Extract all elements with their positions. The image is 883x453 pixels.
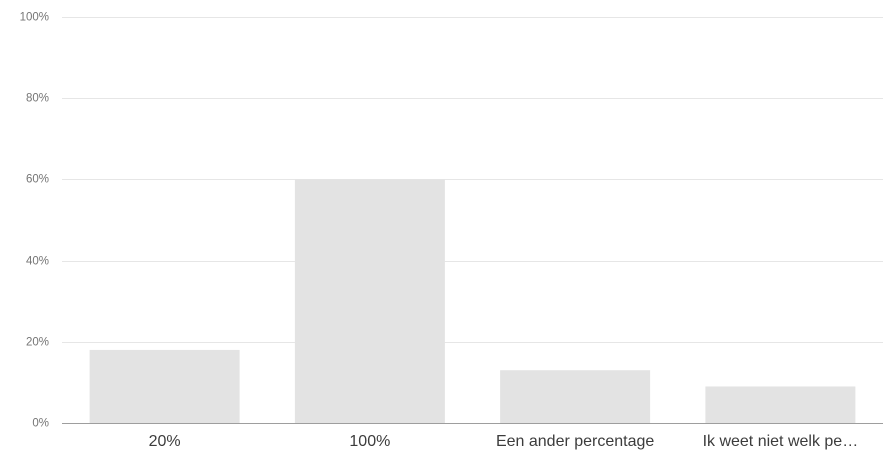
bar[interactable] [500,370,651,423]
y-tick-label: 100% [20,12,49,24]
x-tick-label: 100% [349,433,390,450]
y-tick-label: 40% [26,256,49,268]
y-tick-label: 60% [26,174,49,186]
x-axis-tick-labels: 20% 100% Een ander percentage Ik weet niet … [149,433,859,450]
x-tick-label: Een ander percentage [496,433,654,450]
bar[interactable] [705,386,856,423]
bar[interactable] [294,179,445,423]
y-tick-label: 20% [26,337,49,349]
bar[interactable] [89,349,240,423]
gridlines [62,17,883,343]
x-tick-label: Ik weet niet welk pe… [703,433,859,450]
y-tick-label: 0% [32,418,49,430]
y-axis-tick-labels: 0% 20% 40% 60% 80% 100% [20,12,49,430]
y-tick-label: 80% [26,93,49,105]
x-tick-label: 20% [149,433,181,450]
bars [89,179,856,423]
